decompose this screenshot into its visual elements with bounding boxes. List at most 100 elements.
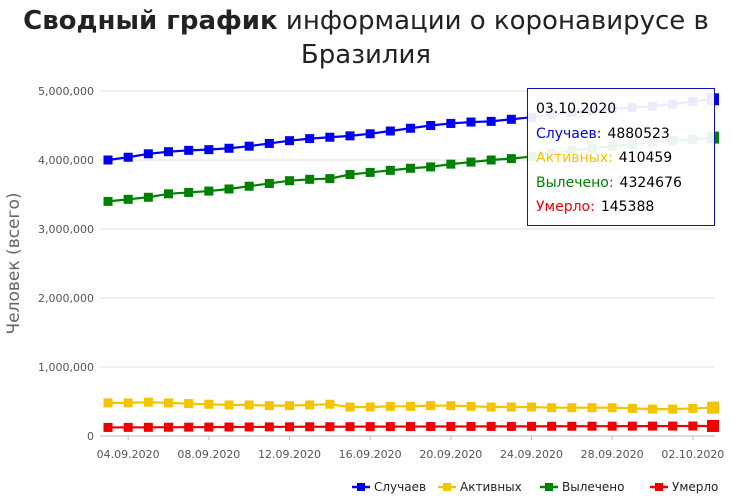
data-point: [486, 402, 496, 412]
tooltip-recovered-label: Вылечено:: [536, 174, 614, 191]
data-point: [466, 117, 476, 127]
tooltip-recovered-value: 4324676: [619, 174, 682, 191]
data-point: [466, 421, 476, 431]
x-tick-label: 02.10.2020: [661, 448, 724, 461]
legend-label: Умерло: [672, 480, 718, 494]
tooltip-row-active: Активных: 410459: [536, 146, 706, 171]
data-point: [627, 403, 637, 413]
data-point: [123, 422, 133, 432]
data-point: [264, 138, 274, 148]
data-point: [305, 174, 315, 184]
legend-label: Случаев: [374, 480, 426, 494]
data-point: [164, 398, 173, 408]
tooltip-row-deaths: Умерло: 145388: [536, 195, 706, 220]
data-point: [365, 129, 375, 139]
data-point: [143, 397, 153, 407]
data-point: [446, 421, 456, 431]
data-point: [184, 145, 194, 155]
tooltip-row-cases: Случаев: 4880523: [536, 122, 706, 147]
tooltip-cases-value: 4880523: [607, 125, 670, 142]
tooltip-row-recovered: Вылечено: 4324676: [536, 171, 706, 196]
data-point: [466, 157, 476, 167]
data-point: [426, 121, 436, 130]
data-point: [506, 154, 516, 164]
x-tick-label: 08.09.2020: [177, 448, 240, 461]
tooltip-active-value: 410459: [618, 150, 673, 166]
data-point: [123, 398, 133, 408]
data-point: [204, 186, 214, 196]
data-point: [668, 421, 678, 431]
data-point: [224, 184, 234, 194]
data-point: [325, 174, 335, 184]
data-point: [103, 422, 113, 432]
data-point: [305, 134, 315, 144]
data-point: [707, 401, 719, 414]
data-point: [406, 422, 415, 432]
x-tick-label: 20.09.2020: [419, 448, 482, 461]
data-point: [426, 162, 436, 172]
data-point: [143, 422, 153, 432]
data-point: [123, 194, 133, 204]
data-point: [648, 404, 657, 414]
data-point: [688, 421, 698, 431]
data-point: [406, 401, 415, 411]
data-point: [446, 401, 456, 411]
data-point: [345, 422, 355, 432]
data-point: [224, 422, 234, 432]
legend-marker: [357, 483, 365, 491]
data-point: [305, 422, 315, 432]
data-point: [365, 422, 375, 432]
legend-label: Вылечено: [562, 480, 624, 494]
data-point: [325, 422, 335, 432]
legend-marker: [655, 483, 663, 491]
data-point: [123, 152, 133, 162]
data-point: [486, 116, 496, 126]
data-point: [466, 401, 476, 411]
data-point: [143, 149, 153, 159]
data-point: [285, 136, 294, 146]
data-point: [204, 399, 214, 409]
data-point: [264, 401, 274, 411]
data-point: [184, 399, 194, 409]
chart-title-rest: информации о коронавирусе в Бразилия: [277, 6, 709, 70]
data-point: [143, 192, 153, 202]
data-point: [285, 422, 294, 432]
y-tick-label: 4,000,000: [38, 154, 94, 167]
y-axis-label: Человек (всего): [4, 193, 24, 335]
data-point: [244, 181, 254, 191]
data-point: [224, 143, 234, 153]
data-point: [668, 404, 678, 414]
data-point: [587, 421, 597, 431]
data-point: [103, 196, 113, 206]
data-point: [164, 147, 173, 157]
data-point: [164, 189, 173, 199]
y-tick-label: 0: [87, 430, 94, 443]
data-point: [264, 178, 274, 188]
data-point: [385, 126, 395, 136]
data-point: [385, 165, 395, 175]
data-point: [426, 401, 436, 411]
tooltip-deaths-label: Умерло:: [536, 199, 595, 215]
data-point: [627, 421, 637, 431]
data-point: [365, 167, 375, 177]
data-point: [285, 401, 294, 411]
chart-title-bold: Сводный график: [23, 6, 278, 36]
tooltip-deaths-value: 145388: [600, 199, 655, 215]
data-point: [547, 403, 557, 413]
y-tick-label: 5,000,000: [38, 85, 94, 98]
y-tick-label: 3,000,000: [38, 223, 94, 236]
data-point: [325, 399, 335, 409]
data-point: [285, 176, 294, 186]
data-point: [648, 421, 657, 431]
data-point: [506, 402, 516, 412]
data-point: [345, 131, 355, 141]
data-point: [385, 401, 395, 411]
data-point: [688, 403, 698, 413]
data-point: [406, 123, 415, 133]
data-point: [204, 422, 214, 432]
x-tick-label: 16.09.2020: [339, 448, 402, 461]
data-point: [264, 422, 274, 432]
data-point: [305, 400, 315, 410]
